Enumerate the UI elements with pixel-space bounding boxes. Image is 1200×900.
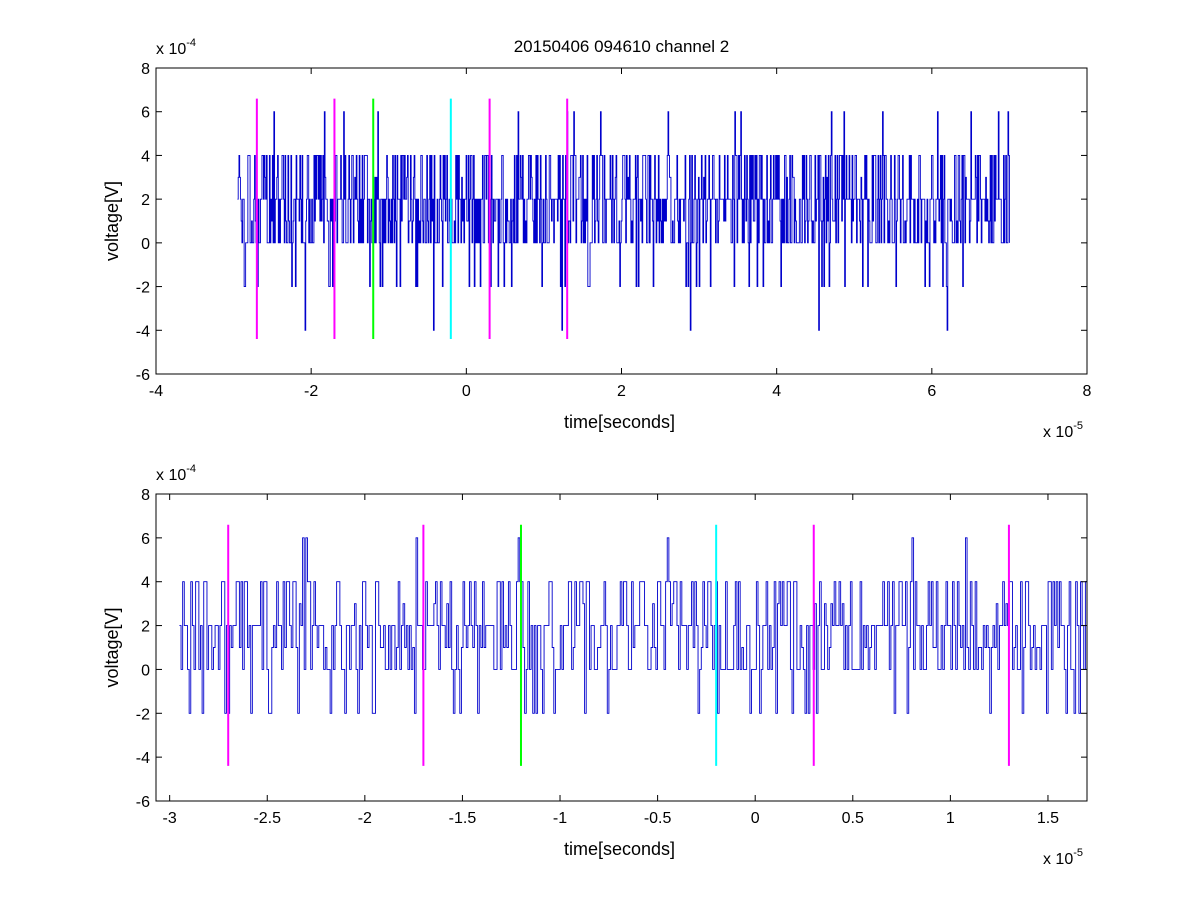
y-tick-label: 0 — [141, 662, 150, 679]
voltage-trace — [237, 111, 1010, 331]
x-axis-label: time[seconds] — [564, 412, 675, 432]
x-tick-label: 0.5 — [842, 810, 864, 827]
x-exponent-label: x 10-5 — [1043, 847, 1083, 868]
subplot-2: -3 -2.5 -2 -1.5 -1 -0.5 0 0.5 1 1.5 -6 -4 -2 0 2 4 6 8 tim… — [102, 463, 1088, 868]
x-tick-label: -2.5 — [253, 810, 281, 827]
y-tick-label: 6 — [141, 105, 150, 122]
x-tick-label: 8 — [1083, 383, 1092, 400]
y-tick-label: -4 — [136, 750, 150, 767]
y-tick-label: -6 — [136, 794, 150, 811]
x-exponent-power: -5 — [1073, 420, 1083, 432]
x-tick-label: 1 — [946, 810, 955, 827]
x-tick-label: -3 — [163, 810, 177, 827]
voltage-trace — [179, 537, 1087, 714]
y-tick-label: -2 — [136, 280, 150, 297]
y-axis-label: voltage[V] — [102, 607, 122, 687]
axes-box — [155, 493, 1088, 802]
x-axis-label: time[seconds] — [564, 839, 675, 859]
x-tick-label: 1.5 — [1037, 810, 1059, 827]
y-exponent-label: x 10-4 — [156, 37, 196, 58]
x-tick-label: -0.5 — [644, 810, 672, 827]
y-axis-label: voltage[V] — [102, 181, 122, 261]
x-tick-label: -2 — [358, 810, 372, 827]
x-tick-label: 4 — [772, 383, 781, 400]
y-tick-label: -6 — [136, 367, 150, 384]
x-tick-label: 6 — [927, 383, 936, 400]
y-tick-label: 4 — [141, 148, 150, 165]
x-exponent-label: x 10-5 — [1043, 420, 1083, 441]
y-exponent-base: x 10 — [156, 41, 186, 58]
y-tick-label: 8 — [141, 61, 150, 78]
y-tick-label: -2 — [136, 706, 150, 723]
x-exponent-base: x 10 — [1043, 851, 1073, 868]
x-exponent-power: -5 — [1073, 847, 1083, 859]
y-tick-label: 2 — [141, 619, 150, 636]
subplot-1: -4 -2 0 2 4 6 8-6-4-202468time[seconds]voltage… — [102, 37, 1092, 441]
x-tick-label: -1.5 — [449, 810, 477, 827]
y-tick-label: 8 — [141, 487, 150, 504]
y-tick-label: 4 — [141, 575, 150, 592]
x-tick-label: 0 — [751, 810, 760, 827]
chart-title: 20150406 094610 channel 2 — [514, 37, 730, 56]
y-exponent-power: -4 — [186, 37, 196, 49]
y-exponent-base: x 10 — [156, 467, 186, 484]
x-tick-label: 2 — [617, 383, 626, 400]
y-tick-label: 0 — [141, 236, 150, 253]
y-exponent-label: x 10-4 — [156, 463, 196, 484]
y-tick-label: 6 — [141, 531, 150, 548]
y-tick-label: 2 — [141, 192, 150, 209]
x-tick-label: -4 — [149, 383, 163, 400]
y-tick-label: -4 — [136, 323, 150, 340]
x-tick-label: 0 — [462, 383, 471, 400]
x-tick-label: -1 — [553, 810, 567, 827]
x-tick-label: -2 — [304, 383, 318, 400]
y-exponent-power: -4 — [186, 463, 196, 475]
x-exponent-base: x 10 — [1043, 424, 1073, 441]
